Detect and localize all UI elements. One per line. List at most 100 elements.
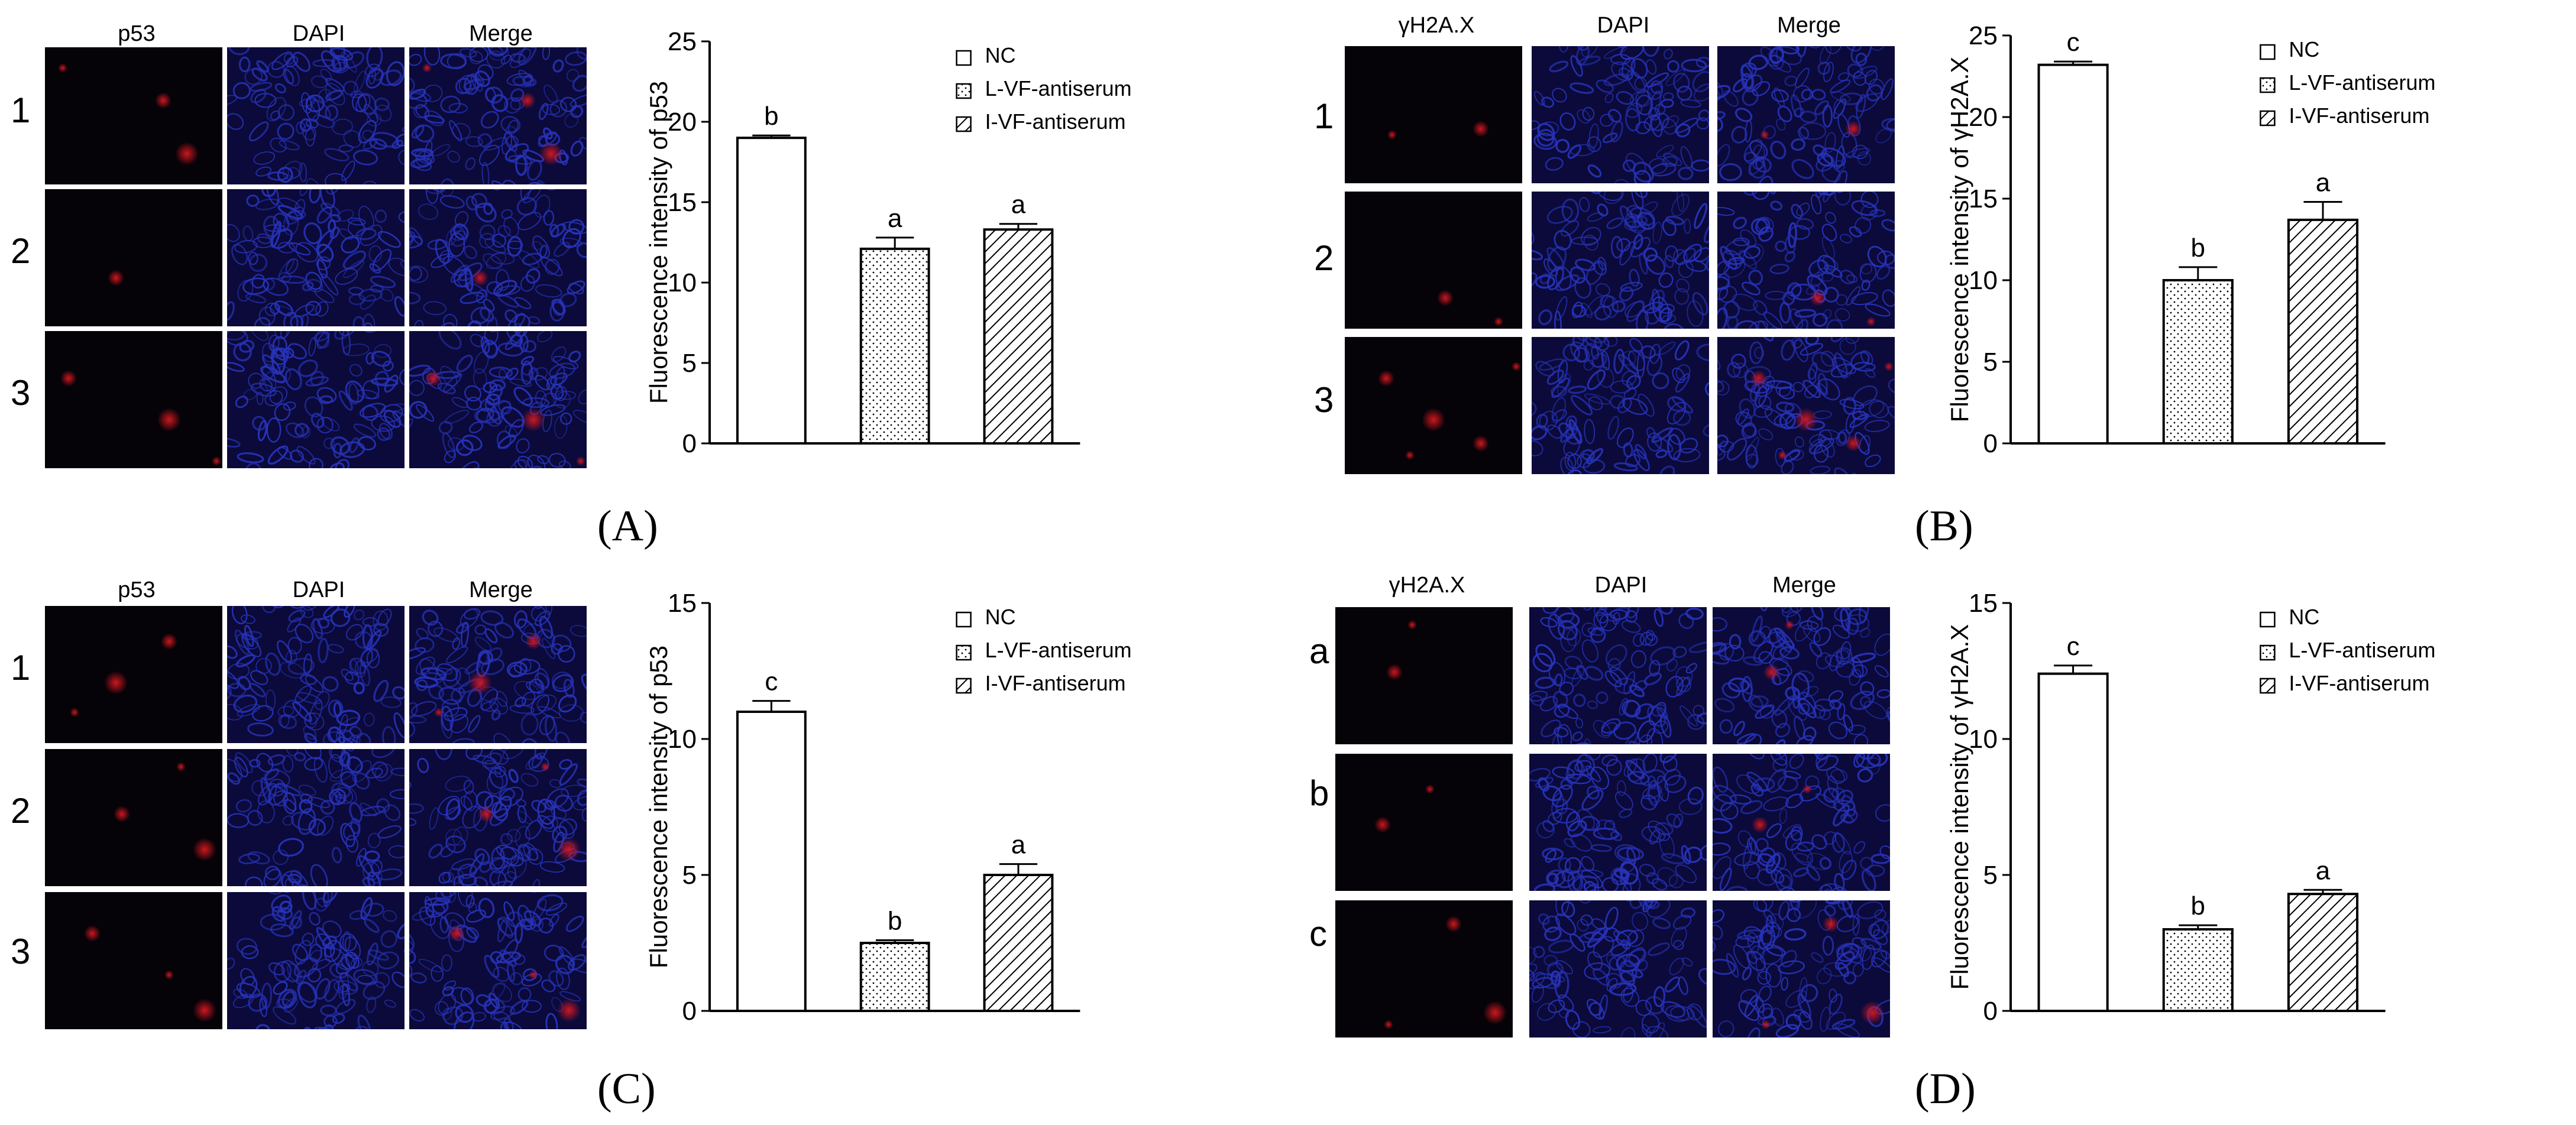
significance-letter: a — [888, 204, 902, 233]
y-tick-label: 10 — [668, 268, 697, 297]
row-label: 2 — [11, 791, 31, 831]
row-label: a — [1309, 631, 1329, 671]
y-tick-label: 20 — [668, 108, 697, 137]
row-label: 2 — [11, 231, 31, 271]
micrograph-tile — [227, 47, 404, 184]
micrograph-tile — [409, 606, 587, 743]
legend-swatch — [956, 116, 972, 132]
y-axis-label: Fluorescence intensity of p53 — [645, 81, 672, 404]
y-tick-label: 15 — [1969, 591, 1998, 618]
micrograph-grid-a: p53 DAPI Merge 1 2 3 — [11, 18, 602, 479]
legend-label: L-VF-antiserum — [2289, 70, 2435, 95]
micrograph-tile — [45, 892, 222, 1029]
significance-letter: a — [1011, 831, 1026, 860]
micrograph-grid-b: γH2A.X DAPI Merge 1 2 3 — [1301, 13, 1895, 486]
y-axis-label: Fluorescence intensity of γH2A.X — [1946, 624, 1973, 990]
micrograph-tile — [1335, 607, 1513, 744]
micrograph-tile — [1529, 754, 1707, 891]
y-tick-label: 0 — [682, 997, 697, 1026]
legend-label: NC — [985, 605, 1016, 629]
chart-svg: Fluorescence intensity of γH2A.X 0 5 10 15 20… — [1946, 21, 2435, 458]
legend-swatch — [2260, 44, 2276, 60]
significance-letter: a — [2316, 168, 2331, 197]
micrograph-tile — [409, 331, 587, 468]
y-tick-label: 15 — [1969, 184, 1998, 213]
bar-nc — [736, 711, 807, 1012]
legend-swatch — [956, 677, 972, 694]
legend-swatch — [2260, 644, 2276, 661]
legend-label: I-VF-antiserum — [985, 109, 1126, 134]
micrograph-tile — [45, 47, 222, 184]
legend-label: NC — [985, 43, 1016, 67]
significance-letter: c — [2067, 28, 2080, 57]
legend-label: I-VF-antiserum — [985, 671, 1126, 695]
y-tick-label: 5 — [682, 861, 697, 890]
column-header: DAPI — [1594, 573, 1648, 598]
legend-swatch — [956, 50, 972, 66]
micrograph-tile — [1335, 900, 1513, 1038]
legend-swatch — [2260, 77, 2276, 93]
y-tick-label: 10 — [668, 725, 697, 754]
panel-label: (A) — [597, 502, 658, 550]
micrograph-tile — [409, 749, 587, 886]
micrograph-tile — [1717, 46, 1895, 183]
micrograph-tile — [45, 606, 222, 743]
y-tick-label: 10 — [1969, 266, 1998, 295]
micrograph-tile — [1713, 900, 1890, 1038]
legend-swatch — [2260, 677, 2276, 694]
row-label: 1 — [1314, 96, 1334, 136]
micrograph-tile — [227, 189, 404, 326]
y-tick-label: 5 — [682, 349, 697, 378]
micrograph-tile — [1532, 46, 1709, 183]
micrograph-tile — [45, 749, 222, 886]
y-tick-label: 10 — [1969, 725, 1998, 754]
micrograph-tile — [1717, 337, 1895, 474]
micrograph-tile — [45, 331, 222, 468]
y-tick-label: 25 — [1969, 24, 1998, 50]
micrograph-tile — [1529, 900, 1707, 1038]
significance-letter: b — [888, 906, 902, 935]
significance-letter: b — [2191, 891, 2205, 920]
row-label: 2 — [1314, 238, 1334, 278]
significance-letter: a — [1011, 190, 1026, 219]
y-tick-label: 15 — [668, 591, 697, 618]
significance-letter: b — [764, 102, 778, 131]
row-label: b — [1309, 773, 1329, 813]
micrograph-tile — [227, 331, 404, 468]
row-label: c — [1309, 914, 1327, 954]
panel-label: (C) — [597, 1065, 656, 1113]
column-header: Merge — [469, 578, 533, 602]
row-label: 3 — [11, 373, 31, 413]
micrograph-tile — [1335, 754, 1513, 891]
bar-l-vf-antiserum — [859, 247, 930, 445]
column-header: Merge — [1772, 573, 1836, 598]
column-header: p53 — [118, 578, 156, 602]
legend-swatch — [956, 611, 972, 628]
bar-chart-d: Fluorescence intensity of γH2A.X 0 5 10 15 c b… — [1946, 589, 2555, 1029]
bar-nc — [736, 137, 807, 445]
panel-label: (D) — [1915, 1065, 1976, 1113]
bar-nc — [2037, 63, 2109, 445]
y-tick-label: 20 — [1969, 103, 1998, 132]
significance-letter: a — [2316, 856, 2331, 885]
legend-label: L-VF-antiserum — [2289, 638, 2435, 662]
bar-i-vf-antiserum — [2287, 218, 2359, 445]
micrograph-tile — [45, 189, 222, 326]
chart-svg: Fluorescence intensity of p53 0 5 10 15 20 25 b… — [645, 27, 1132, 458]
y-tick-label: 5 — [1983, 348, 1998, 377]
column-header: DAPI — [292, 578, 345, 602]
micrograph-tile — [1532, 337, 1709, 474]
micrograph-tile — [409, 892, 587, 1029]
column-header: γH2A.X — [1398, 13, 1475, 38]
micrograph-tile — [1345, 192, 1522, 329]
row-label: 3 — [11, 932, 31, 971]
column-header: γH2A.X — [1389, 573, 1465, 598]
micrograph-tile — [227, 749, 404, 886]
bar-nc — [2037, 672, 2109, 1013]
legend-label: L-VF-antiserum — [985, 638, 1132, 662]
legend-swatch — [956, 644, 972, 661]
legend-label: NC — [2289, 605, 2319, 629]
legend-label: NC — [2289, 37, 2319, 61]
significance-letter: b — [2191, 234, 2205, 262]
bar-chart-b: Fluorescence intensity of γH2A.X 0 5 10 15 20… — [1946, 21, 2555, 461]
